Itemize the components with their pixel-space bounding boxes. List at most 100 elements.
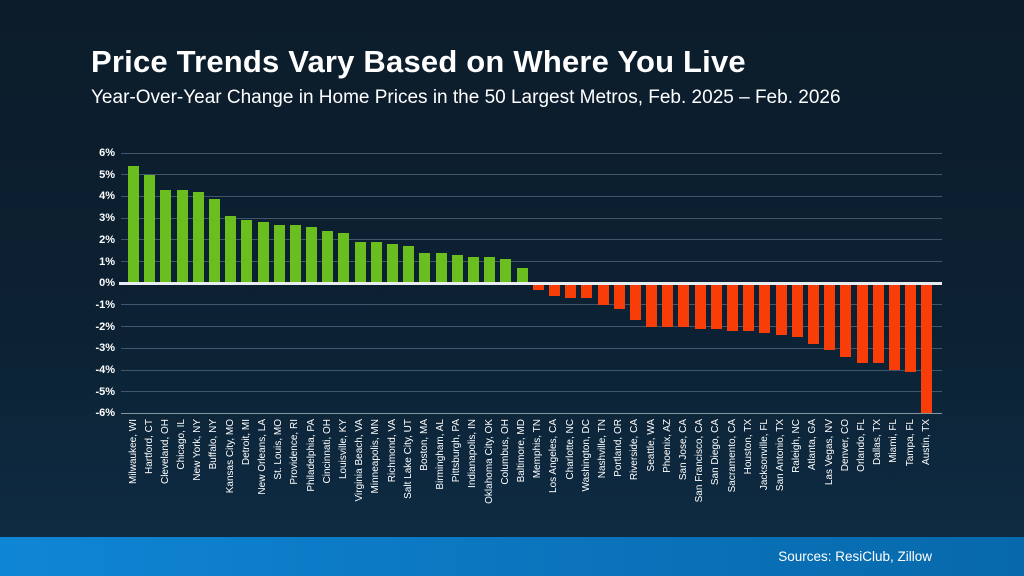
- x-axis-label: Atlanta, GA: [807, 419, 819, 471]
- gridline: [121, 347, 942, 349]
- x-axis-label: Chicago, IL: [176, 419, 188, 470]
- bar: [905, 283, 917, 373]
- bar: [322, 231, 334, 284]
- bar: [694, 283, 706, 329]
- bar: [548, 283, 560, 297]
- gridline: [121, 391, 942, 393]
- bar: [516, 268, 528, 284]
- x-axis-label: Nashville, TN: [597, 419, 608, 479]
- bar: [208, 198, 220, 284]
- y-axis-label: -5%: [95, 385, 115, 398]
- x-axis-label: Seattle, WA: [645, 419, 657, 472]
- bar: [241, 220, 253, 284]
- bar: [273, 224, 285, 284]
- plot-area: [119, 152, 942, 414]
- bar: [338, 233, 350, 284]
- bar: [840, 283, 852, 357]
- gridline: [121, 304, 942, 306]
- x-axis-label: New Orleans, LA: [257, 419, 269, 495]
- bar: [289, 224, 301, 284]
- bar: [257, 222, 269, 284]
- chart-title: Price Trends Vary Based on Where You Liv…: [91, 44, 746, 79]
- y-axis-label: -4%: [95, 364, 115, 376]
- x-axis-label: Kansas City, MO: [224, 419, 236, 494]
- x-axis-label: Las Vegas, NV: [823, 419, 835, 486]
- bar: [354, 241, 366, 284]
- bar: [678, 283, 690, 327]
- y-axis-label: 4%: [99, 190, 115, 203]
- x-axis-label: Buffalo, NY: [208, 419, 220, 470]
- source-text: Sources: ResiClub, Zillow: [778, 549, 932, 564]
- bar: [807, 283, 819, 344]
- x-axis-label: Cleveland, OH: [159, 419, 171, 485]
- x-axis-label: St. Louis, MO: [273, 419, 285, 480]
- gridline: [121, 239, 942, 241]
- gridline: [121, 174, 942, 176]
- x-axis-label: Philadelphia, PA: [305, 419, 317, 492]
- bar: [743, 283, 755, 331]
- x-axis-label: Raleigh, NC: [791, 419, 803, 473]
- gridline: [121, 369, 942, 371]
- x-axis-label: Houston, TX: [742, 419, 754, 475]
- bar: [370, 241, 382, 284]
- bar: [856, 283, 868, 364]
- bar: [710, 283, 722, 329]
- x-axis-label: Austin, TX: [920, 419, 932, 465]
- chart-subtitle: Year-Over-Year Change in Home Prices in …: [91, 87, 841, 108]
- bar: [581, 283, 593, 299]
- x-axis-label: Los Angeles, CA: [548, 419, 560, 493]
- x-axis-label: Indianapolis, IN: [467, 419, 479, 488]
- y-axis-label: 0%: [99, 277, 115, 290]
- x-axis-label: Dallas, TX: [872, 419, 884, 465]
- bar: [500, 259, 512, 284]
- x-axis-label: Riverside, CA: [629, 419, 641, 481]
- bar: [921, 283, 933, 414]
- x-axis-label: Columbus, OH: [499, 419, 511, 485]
- bar: [160, 189, 172, 284]
- x-axis-label: Boston, MA: [418, 419, 430, 471]
- bar: [727, 283, 739, 331]
- bar: [225, 215, 237, 284]
- y-axis-label: 6%: [99, 147, 115, 159]
- bar: [403, 246, 415, 284]
- bar: [872, 283, 884, 364]
- bar: [791, 283, 803, 338]
- bar: [484, 257, 496, 284]
- bar: [629, 283, 641, 321]
- x-axis-label: Louisville, KY: [337, 419, 349, 480]
- x-axis-label: Phoenix, AZ: [661, 419, 673, 473]
- gridline: [121, 326, 942, 328]
- x-axis-label: Virginia Beach, VA: [354, 419, 366, 502]
- gridline: [121, 261, 942, 262]
- gridline: [121, 195, 942, 197]
- x-axis-label: Memphis, TN: [532, 419, 544, 479]
- bar: [176, 189, 188, 284]
- bar: [646, 283, 658, 327]
- bar: [824, 283, 836, 351]
- x-axis-label: San Jose, CA: [677, 419, 689, 481]
- bar: [532, 283, 544, 290]
- zero-line: [119, 281, 942, 285]
- x-axis-label: Oklahoma City, OK: [483, 419, 495, 504]
- bar: [419, 252, 431, 284]
- gridline: [121, 217, 942, 219]
- x-axis-label: Birmingham, AL: [435, 419, 447, 490]
- bar: [128, 166, 139, 284]
- x-axis-label: San Francisco, CA: [694, 419, 706, 503]
- bar: [759, 283, 771, 334]
- footer-bar: Sources: ResiClub, Zillow: [0, 537, 1024, 576]
- y-axis-label: -3%: [95, 342, 115, 355]
- x-axis-label: New York, NY: [192, 419, 204, 481]
- x-axis-label: Minneapolis, MN: [370, 419, 382, 494]
- bar: [888, 283, 900, 370]
- bar: [613, 283, 625, 310]
- x-axis-label: Baltimore, MD: [516, 419, 528, 483]
- x-axis-label: Portland, OR: [613, 419, 625, 477]
- bar: [662, 283, 674, 327]
- y-axis-label: 1%: [99, 255, 115, 268]
- x-axis-label: Detroit, MI: [240, 419, 252, 466]
- x-axis: Milwaukee, WI Hartford, CT Cleveland, OH Ch…: [121, 419, 942, 539]
- x-axis-label: Richmond, VA: [386, 419, 398, 483]
- y-axis: 6% 5% 4% 3% 2% 1% 0% -1% -2% -3% -4% -5% -6%: [0, 147, 115, 419]
- x-axis-label: Pittsburgh, PA: [451, 419, 463, 483]
